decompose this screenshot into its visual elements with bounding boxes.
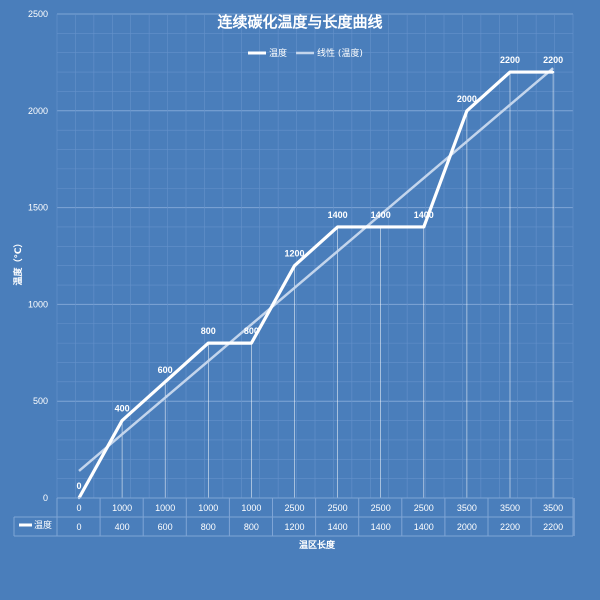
data-point	[508, 70, 512, 74]
data-label: 1400	[328, 210, 348, 220]
table-cell: 800	[244, 522, 259, 532]
y-tick-label: 1000	[28, 299, 48, 309]
trendline	[78, 67, 554, 472]
drop-lines	[121, 72, 554, 498]
x-tick-label: 3500	[543, 503, 563, 513]
trendline-layer	[78, 67, 554, 472]
table-cell: 1400	[371, 522, 391, 532]
x-tick-label: 0	[76, 503, 81, 513]
y-tick-label: 2500	[28, 9, 48, 19]
data-point	[422, 225, 425, 229]
data-label: 2000	[457, 94, 477, 104]
y-axis-ticks: 0 500 1000 1500 2000 2500	[28, 9, 48, 503]
x-tick-label: 3500	[500, 503, 520, 513]
table-cell: 1200	[284, 522, 304, 532]
y-tick-label: 0	[43, 493, 48, 503]
data-point	[336, 225, 339, 229]
x-tick-label: 2500	[328, 503, 348, 513]
data-point	[379, 225, 382, 229]
data-label: 800	[201, 326, 216, 336]
x-tick-label: 2500	[371, 503, 391, 513]
legend-label-trend: 线性 (温度)	[317, 47, 363, 59]
table-cell: 1400	[414, 522, 434, 532]
data-label: 800	[244, 326, 259, 336]
legend: 温度 线性 (温度)	[248, 47, 363, 59]
data-label: 0	[76, 481, 81, 491]
y-tick-label: 500	[33, 396, 48, 406]
data-labels: 0 400 600 800 800 1200 1400 1400 1400 2000 2200 220…	[76, 55, 563, 491]
table-cell: 1400	[328, 522, 348, 532]
table-cell: 2000	[457, 522, 477, 532]
data-table: 0 1000 1000 1000 1000 2500 2500 2500 2500 3500 350…	[13, 497, 575, 537]
chart-title: 连续碳化温度与长度曲线	[217, 13, 382, 31]
table-cell: 2200	[543, 522, 563, 532]
data-label: 1200	[284, 249, 304, 259]
data-label: 600	[158, 365, 173, 375]
data-point	[465, 109, 469, 113]
x-tick-label: 1000	[155, 503, 175, 513]
data-label: 400	[115, 404, 130, 414]
x-tick-label: 1000	[198, 503, 218, 513]
table-cell: 400	[115, 522, 130, 532]
data-label: 2200	[543, 55, 563, 65]
x-tick-label: 1000	[112, 503, 132, 513]
x-tick-label: 2500	[284, 503, 304, 513]
x-tick-label: 2500	[414, 503, 434, 513]
table-cell: 0	[76, 522, 81, 532]
data-point	[164, 380, 167, 384]
x-tick-label: 3500	[457, 503, 477, 513]
data-point	[207, 341, 210, 345]
data-point	[250, 341, 253, 345]
data-label: 1400	[414, 210, 434, 220]
table-row-label: 温度	[34, 519, 52, 530]
data-point	[120, 419, 124, 422]
data-label: 1400	[371, 210, 391, 220]
data-point	[551, 70, 555, 74]
x-tick-label: 1000	[241, 503, 261, 513]
data-point	[293, 264, 296, 267]
table-cell: 600	[158, 522, 173, 532]
y-tick-label: 1500	[28, 203, 48, 213]
y-axis-title: 温度（℃）	[12, 239, 24, 286]
y-tick-label: 2000	[28, 106, 48, 116]
series-layer	[77, 70, 555, 500]
series-line-temperature	[77, 70, 554, 499]
table-cell: 2200	[500, 522, 520, 532]
data-label: 2200	[500, 55, 520, 65]
legend-label-series: 温度	[269, 47, 287, 59]
table-cell: 800	[201, 522, 216, 532]
x-axis-title: 温区长度	[299, 539, 336, 551]
